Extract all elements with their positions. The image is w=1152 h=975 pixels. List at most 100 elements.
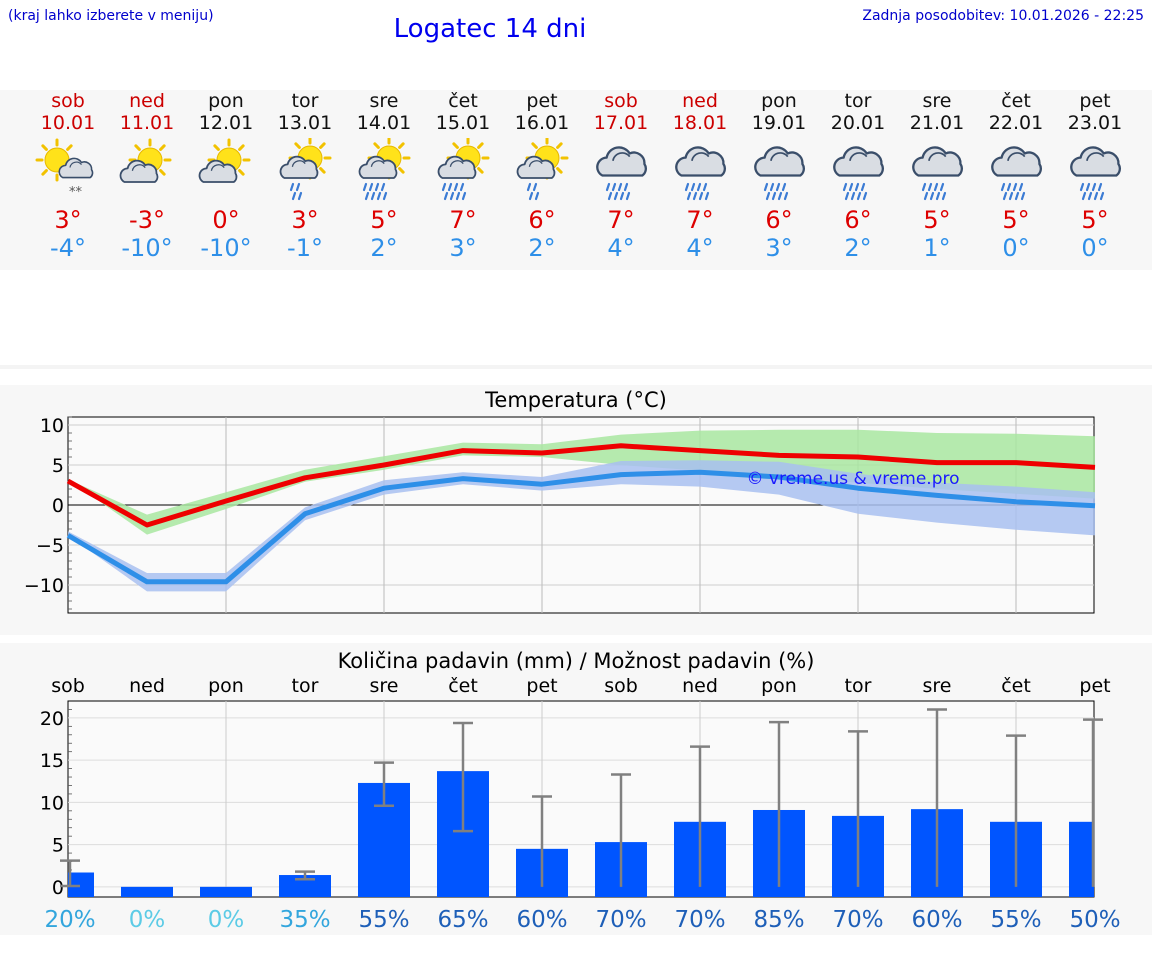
max-temperature: 5°	[1002, 206, 1030, 234]
x-category-label: ned	[129, 675, 165, 697]
x-category-label: ned	[682, 675, 718, 697]
day-column: ned 18.01 7° 4°	[660, 90, 740, 262]
day-date: 17.01	[593, 112, 649, 134]
cloud-rain-icon	[897, 136, 977, 206]
day-name: pon	[761, 90, 797, 112]
max-temperature: 5°	[923, 206, 951, 234]
y-tick-label: 10	[40, 792, 64, 814]
day-date: 15.01	[435, 112, 491, 134]
precipitation-chart: sob ned pon tor sre čet pet sob ned pon tor sre čet p…	[40, 675, 1121, 933]
precipitation-bar	[1069, 821, 1094, 897]
temperature-chart-title: Temperatura (°C)	[485, 388, 667, 412]
day-date: 19.01	[751, 112, 807, 134]
precipitation-bar	[68, 872, 94, 897]
precipitation-probability: 85%	[753, 907, 804, 933]
min-temperature: 3°	[765, 234, 793, 262]
day-date: 20.01	[830, 112, 886, 134]
min-temperature-band	[68, 460, 1095, 592]
min-temperature: 3°	[449, 234, 477, 262]
day-date: 22.01	[988, 112, 1044, 134]
day-name: pet	[526, 90, 558, 112]
cloud-rain-icon	[581, 136, 661, 206]
max-temperature: 7°	[607, 206, 635, 234]
day-name: sob	[51, 90, 85, 112]
cloud-rain-icon	[818, 136, 898, 206]
sun-cloud-light-rain-icon	[502, 136, 582, 206]
day-column: pet 16.01 6° 2°	[502, 90, 582, 262]
day-date: 12.01	[198, 112, 254, 134]
day-name: pon	[208, 90, 244, 112]
precipitation-probability: 60%	[911, 907, 962, 933]
y-tick-label: −5	[36, 535, 64, 557]
precipitation-probability: 55%	[990, 907, 1041, 933]
x-category-label: tor	[845, 675, 872, 697]
location-hint: (kraj lahko izberete v meniju)	[8, 8, 214, 24]
y-tick-label: 15	[40, 750, 64, 772]
sun-cloud-rain-icon	[344, 136, 424, 206]
precipitation-probability: 50%	[1069, 907, 1120, 933]
min-temperature: 4°	[686, 234, 714, 262]
day-date: 23.01	[1067, 112, 1123, 134]
sun-cloud-rain-icon	[423, 136, 503, 206]
day-column: tor 20.01 6° 2°	[818, 90, 898, 262]
svg-text:**: **	[69, 185, 83, 200]
day-name: ned	[682, 90, 718, 112]
max-temperature: 3°	[291, 206, 319, 234]
y-tick-label: 20	[40, 708, 64, 730]
day-column: pon 12.01 0° -10°	[186, 90, 266, 262]
x-category-label: pet	[1079, 675, 1110, 697]
day-name: pet	[1079, 90, 1111, 112]
precipitation-probability: 55%	[358, 907, 409, 933]
day-column: čet 15.01 7° 3°	[423, 90, 503, 262]
max-temperature-line	[66, 443, 1096, 528]
day-date: 16.01	[514, 112, 570, 134]
min-temperature: -10°	[121, 234, 173, 262]
day-date: 21.01	[909, 112, 965, 134]
day-column: pet 23.01 5° 0°	[1055, 90, 1135, 262]
min-temperature: 0°	[1081, 234, 1109, 262]
day-column: pon 19.01 6° 3°	[739, 90, 819, 262]
cloud-rain-icon	[1055, 136, 1135, 206]
min-temperature: -1°	[287, 234, 323, 262]
precipitation-probability: 0%	[208, 907, 245, 933]
day-column: ned 11.01 -3° -10°	[107, 90, 187, 262]
y-tick-label: −10	[24, 575, 64, 597]
precipitation-probability: 60%	[516, 907, 567, 933]
day-name: čet	[1001, 90, 1031, 112]
day-column: tor 13.01 3° -1°	[265, 90, 345, 262]
precipitation-probability: 70%	[832, 907, 883, 933]
x-category-label: sob	[604, 675, 638, 697]
y-tick-label: 10	[40, 415, 64, 437]
max-temperature: 3°	[54, 206, 82, 234]
day-name: sob	[604, 90, 638, 112]
cloud-rain-icon	[739, 136, 819, 206]
x-category-label: čet	[1001, 675, 1031, 697]
y-tick-label: 5	[52, 835, 64, 857]
max-temperature: 5°	[1081, 206, 1109, 234]
last-update: Zadnja posodobitev: 10.01.2026 - 22:25	[862, 8, 1144, 24]
min-temperature: 1°	[923, 234, 951, 262]
min-temperature: 2°	[844, 234, 872, 262]
sun-cloud-light-rain-icon	[265, 136, 345, 206]
day-column: sre 14.01 5° 2°	[344, 90, 424, 262]
day-column: sob 10.01 ** 3° -4°	[28, 90, 108, 262]
precipitation-bar	[121, 886, 173, 897]
x-category-label: tor	[292, 675, 319, 697]
x-category-label: pet	[526, 675, 557, 697]
max-temperature: 5°	[370, 206, 398, 234]
day-date: 18.01	[672, 112, 728, 134]
day-column: sre 21.01 5° 1°	[897, 90, 977, 262]
temperature-chart: 10 5 0 −5 −10 © vreme.us & vreme.pro	[24, 415, 1096, 614]
x-category-label: pon	[761, 675, 797, 697]
max-temperature: 7°	[686, 206, 714, 234]
min-temperature-line	[66, 469, 1096, 585]
cloud-rain-icon	[976, 136, 1056, 206]
precipitation-chart-title: Količina padavin (mm) / Možnost padavin …	[337, 649, 815, 673]
precipitation-probability: 65%	[437, 907, 488, 933]
max-temperature: 6°	[844, 206, 872, 234]
max-temperature: 6°	[765, 206, 793, 234]
min-temperature: 2°	[528, 234, 556, 262]
max-temperature: 6°	[528, 206, 556, 234]
x-category-label: sre	[370, 675, 399, 697]
max-temperature: 0°	[212, 206, 240, 234]
